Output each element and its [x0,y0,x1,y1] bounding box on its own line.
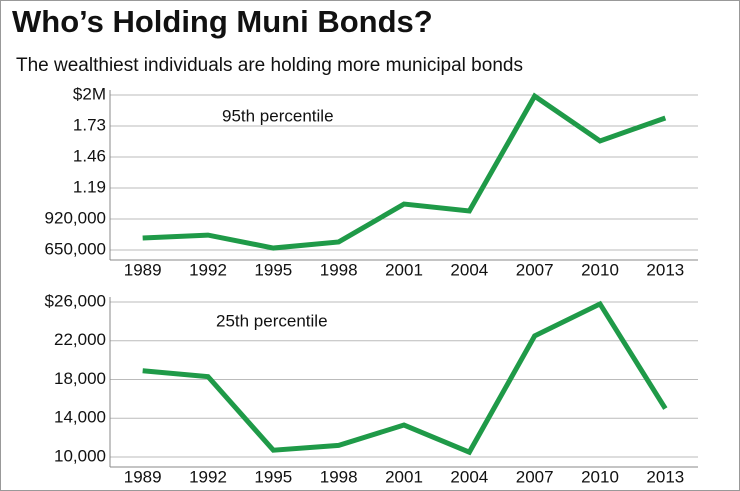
annotation: 95th percentile [222,106,334,125]
x-tick-label: 1992 [189,260,227,279]
annotation: 25th percentile [216,311,328,330]
y-tick-label: 18,000 [54,369,106,388]
x-tick-label: 2010 [581,260,619,279]
x-tick-label: 1998 [320,260,358,279]
y-tick-label: 10,000 [54,446,106,465]
y-tick-label: 650,000 [45,239,106,258]
y-tick-label: 1.73 [73,115,106,134]
x-tick-label: 1989 [124,467,162,486]
y-tick-label: $2M [73,84,106,103]
y-tick-label: $26,000 [45,291,106,310]
x-tick-label: 2010 [581,467,619,486]
x-tick-label: 2004 [450,260,488,279]
x-tick-label: 2007 [516,260,554,279]
x-tick-label: 1989 [124,260,162,279]
x-tick-label: 1998 [320,467,358,486]
x-tick-label: 2007 [516,467,554,486]
x-tick-label: 2013 [646,467,684,486]
y-tick-label: 920,000 [45,208,106,227]
chart-title: Who’s Holding Muni Bonds? [12,4,433,39]
x-tick-label: 1992 [189,467,227,486]
y-tick-label: 14,000 [54,408,106,427]
y-tick-label: 22,000 [54,330,106,349]
x-tick-label: 1995 [254,260,292,279]
y-tick-label: 1.46 [73,146,106,165]
data-line [142,300,668,456]
x-tick-label: 2001 [385,467,423,486]
x-tick-label: 2013 [646,260,684,279]
x-tick-label: 2001 [385,260,423,279]
x-tick-label: 2004 [450,467,488,486]
data-line [142,92,667,251]
y-tick-label: 1.19 [73,177,106,196]
x-tick-label: 1995 [254,467,292,486]
chart-subtitle: The wealthiest individuals are holding m… [16,55,523,76]
